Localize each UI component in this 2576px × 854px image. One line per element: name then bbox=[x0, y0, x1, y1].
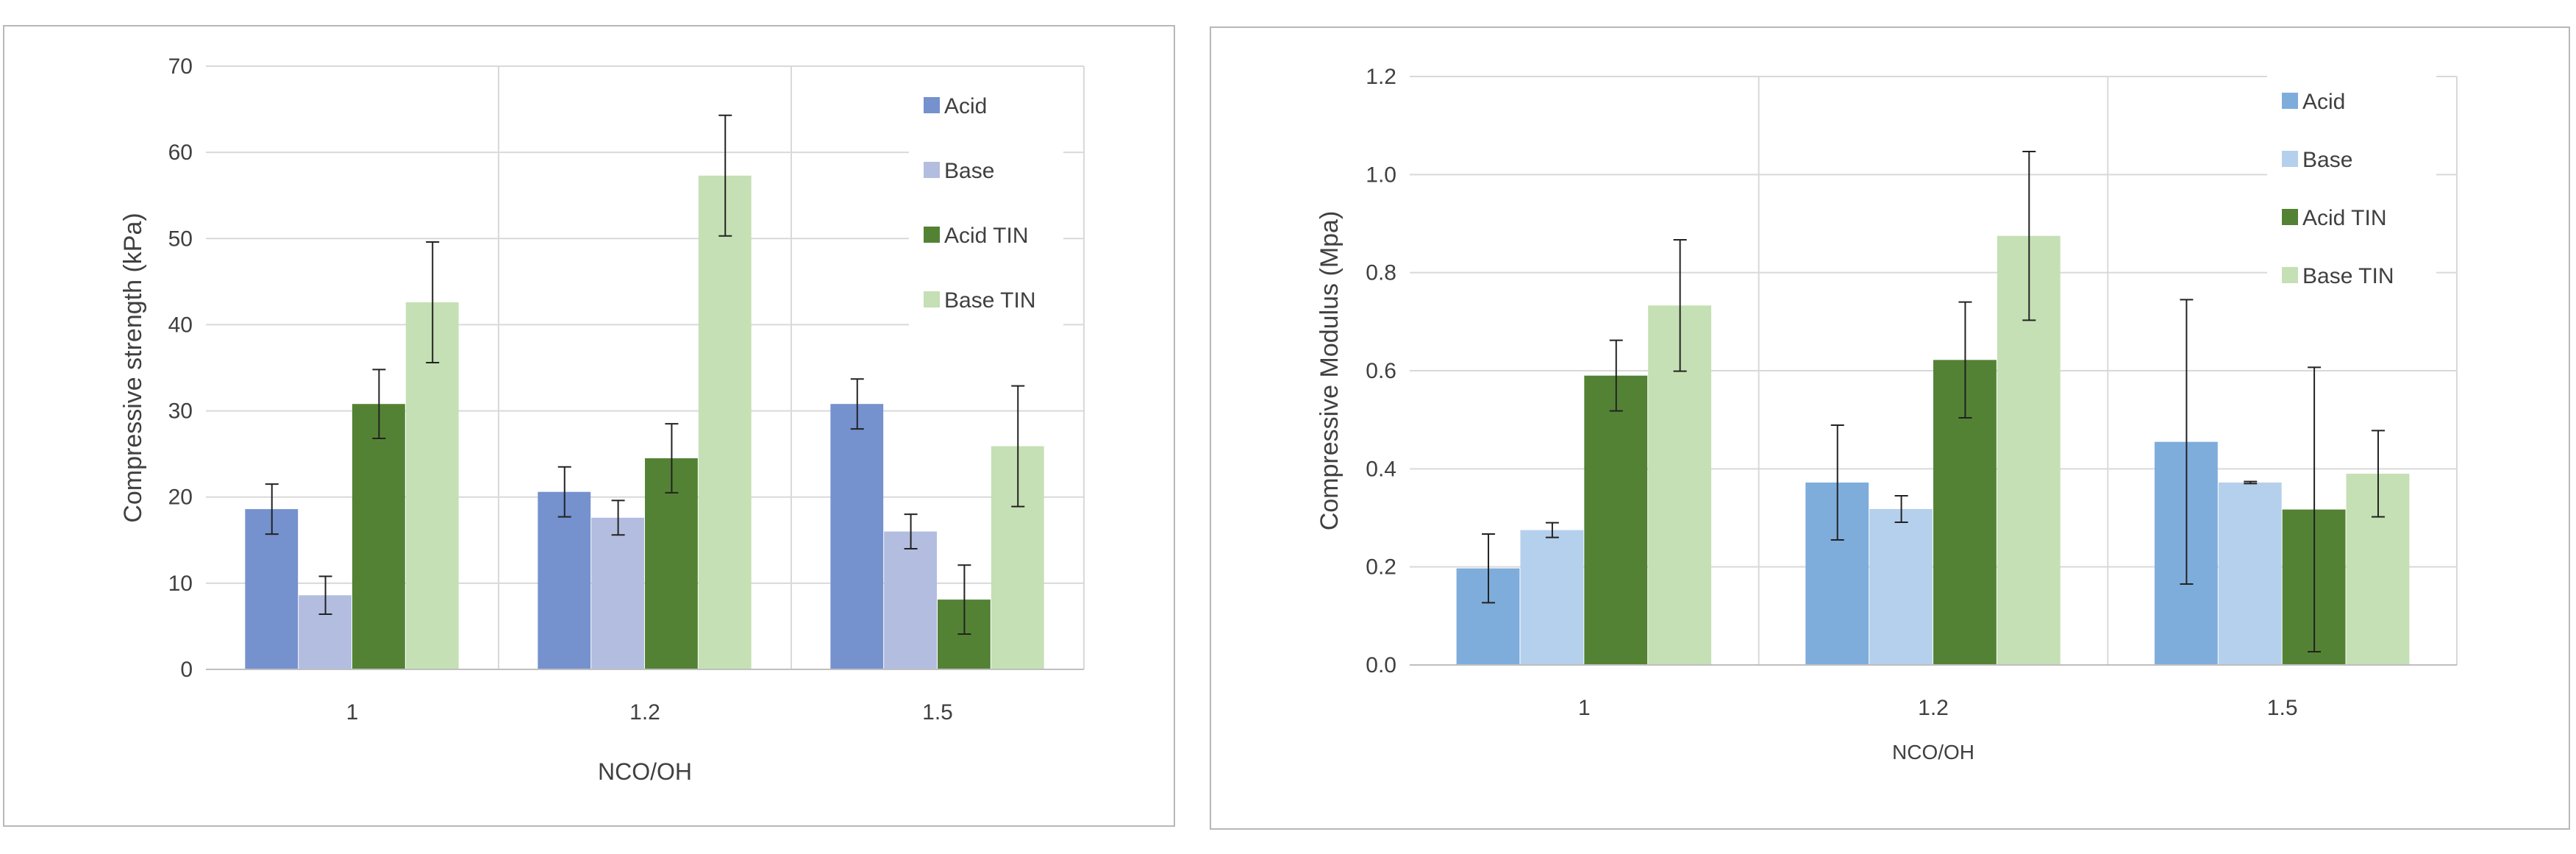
y-tick-label: 10 bbox=[168, 572, 193, 596]
legend-swatch bbox=[924, 227, 940, 243]
y-tick-label: 1.2 bbox=[1366, 65, 1396, 89]
y-tick-label: 0 bbox=[180, 658, 193, 682]
legend-swatch bbox=[924, 97, 940, 113]
x-axis-title: NCO/OH bbox=[1892, 741, 1974, 764]
legend-swatch bbox=[924, 291, 940, 307]
legend-swatch bbox=[924, 162, 940, 178]
bar-base bbox=[1520, 530, 1584, 665]
x-tick-label: 1 bbox=[1578, 696, 1591, 720]
bar-acid bbox=[538, 491, 591, 669]
x-tick-label: 1.2 bbox=[1918, 696, 1949, 720]
bar-base bbox=[591, 517, 644, 669]
legend-background bbox=[909, 80, 1063, 330]
bar-acid-tin bbox=[1584, 375, 1648, 665]
chart-compressive-modulus: 0.0 0.2 0.4 0.6 0.8 1.0 1.2 1 1.2 1.5 NCO/OH Compre… bbox=[1316, 65, 2458, 764]
legend-label: Acid bbox=[2302, 90, 2345, 114]
y-tick-label: 20 bbox=[168, 485, 193, 510]
y-axis-title: Compressive strength (kPa) bbox=[119, 213, 147, 522]
legend-swatch bbox=[2282, 93, 2298, 109]
x-tick-label: 1.2 bbox=[629, 700, 660, 725]
legend-label: Base TIN bbox=[944, 288, 1036, 313]
y-tick-label: 0.4 bbox=[1366, 457, 1396, 481]
y-tick-label: 0.6 bbox=[1366, 359, 1396, 383]
y-tick-label: 50 bbox=[168, 227, 193, 251]
x-axis-title: NCO/OH bbox=[598, 758, 692, 785]
y-tick-label: 1.0 bbox=[1366, 163, 1396, 187]
legend-label: Base bbox=[944, 159, 994, 183]
x-tick-label: 1.5 bbox=[922, 700, 953, 725]
y-tick-label: 60 bbox=[168, 140, 193, 165]
x-tick-label: 1 bbox=[346, 700, 359, 725]
bar-acid-tin bbox=[352, 404, 405, 669]
chart-panel-compressive-strength: 0 10 20 30 40 50 60 70 1 1.2 1.5 NCO/OH Compressive … bbox=[3, 25, 1175, 827]
bar-base bbox=[884, 531, 937, 669]
legend-label: Base bbox=[2302, 148, 2352, 172]
chart-panel-compressive-modulus: 0.0 0.2 0.4 0.6 0.8 1.0 1.2 1 1.2 1.5 NCO/OH Compre… bbox=[1210, 26, 2570, 830]
legend-label: Acid TIN bbox=[944, 224, 1028, 248]
y-axis-title: Compressive Modulus (Mpa) bbox=[1316, 211, 1344, 531]
x-tick-label: 1.5 bbox=[2267, 696, 2298, 720]
y-tick-label: 40 bbox=[168, 313, 193, 337]
bar-base-tin bbox=[698, 175, 752, 669]
y-tick-label: 0.0 bbox=[1366, 653, 1396, 677]
legend-label: Acid bbox=[944, 94, 987, 118]
legend-label: Base TIN bbox=[2302, 264, 2394, 288]
legend-swatch bbox=[2282, 209, 2298, 225]
y-tick-label: 0.2 bbox=[1366, 555, 1396, 580]
legend-swatch bbox=[2282, 267, 2298, 283]
y-tick-label: 0.8 bbox=[1366, 261, 1396, 285]
legend-label: Acid TIN bbox=[2302, 206, 2386, 230]
chart-compressive-strength: 0 10 20 30 40 50 60 70 1 1.2 1.5 NCO/OH Compressive … bbox=[119, 54, 1085, 785]
y-tick-label: 70 bbox=[168, 54, 193, 79]
bar-base-tin bbox=[405, 302, 459, 669]
bar-base bbox=[2218, 483, 2282, 665]
bar-base bbox=[1869, 509, 1933, 665]
y-tick-label: 30 bbox=[168, 399, 193, 424]
bar-acid bbox=[245, 509, 299, 669]
legend-swatch bbox=[2282, 151, 2298, 167]
bar-acid bbox=[830, 404, 884, 669]
